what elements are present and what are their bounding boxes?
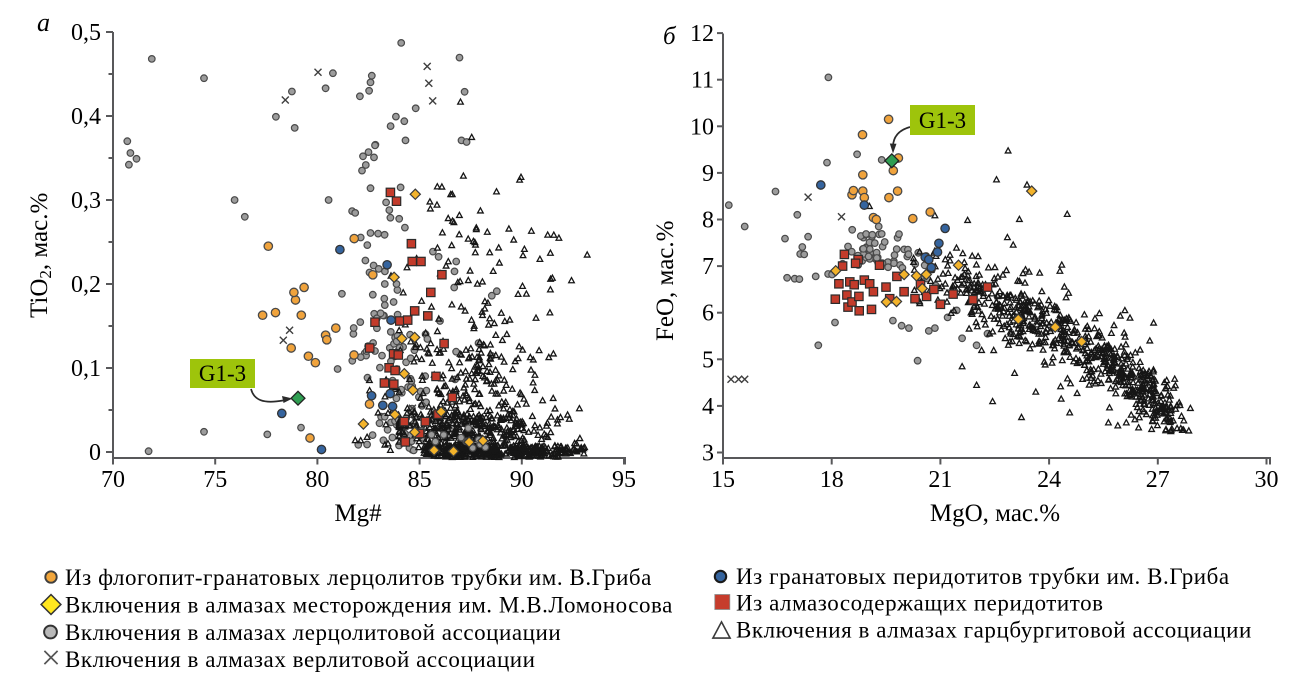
svg-text:Из алмазосодержащих перидотито: Из алмазосодержащих перидотитов [736,591,1104,616]
svg-text:85: 85 [408,467,432,493]
svg-text:15: 15 [711,467,735,493]
svg-text:0,5: 0,5 [71,20,101,46]
svg-text:б: б [663,23,677,50]
svg-text:а: а [37,8,50,37]
svg-text:8: 8 [702,208,714,234]
svg-text:24: 24 [1037,467,1061,493]
svg-text:30: 30 [1255,467,1279,493]
svg-text:9: 9 [702,161,714,187]
svg-text:4: 4 [702,394,714,420]
svg-text:Mg#: Mg# [334,500,382,527]
svg-text:G1-3: G1-3 [199,361,246,386]
svg-text:75: 75 [203,467,227,493]
svg-text:90: 90 [510,467,534,493]
svg-text:Из гранатовых перидотитов труб: Из гранатовых перидотитов трубки им. В.Г… [736,564,1230,589]
svg-text:0,4: 0,4 [71,104,101,130]
svg-text:0: 0 [89,440,101,466]
svg-text:0,1: 0,1 [71,356,101,382]
svg-text:Включения в алмазах месторожде: Включения в алмазах месторождения им. М.… [65,593,673,618]
svg-text:7: 7 [702,254,714,280]
svg-text:MgO, мас.%: MgO, мас.% [930,500,1060,527]
svg-text:10: 10 [690,114,714,140]
svg-text:Включения в алмазах лерцолитов: Включения в алмазах лерцолитовой ассоциа… [65,620,561,645]
svg-text:12: 12 [690,21,714,47]
svg-text:Включения в алмазах верлитовой: Включения в алмазах верлитовой ассоциаци… [65,647,536,672]
svg-text:0,3: 0,3 [71,188,101,214]
svg-text:95: 95 [612,467,636,493]
svg-text:0,2: 0,2 [71,272,101,298]
svg-text:5: 5 [702,347,714,373]
svg-text:6: 6 [702,301,714,327]
svg-text:21: 21 [928,467,952,493]
svg-text:27: 27 [1146,467,1170,493]
svg-text:80: 80 [305,467,329,493]
svg-text:70: 70 [101,467,125,493]
svg-text:3: 3 [702,441,714,467]
svg-text:11: 11 [691,68,714,94]
svg-text:TiO2, мас.%: TiO2, мас.% [26,193,55,318]
svg-text:FeO, мас.%: FeO, мас.% [652,221,679,341]
svg-text:18: 18 [820,467,844,493]
svg-text:G1-3: G1-3 [919,108,966,133]
svg-text:Включения в алмазах гарцбургит: Включения в алмазах гарцбургитовой ассоц… [736,618,1252,643]
svg-text:Из флогопит-гранатовых лерцоли: Из флогопит-гранатовых лерцолитов трубки… [65,565,652,590]
